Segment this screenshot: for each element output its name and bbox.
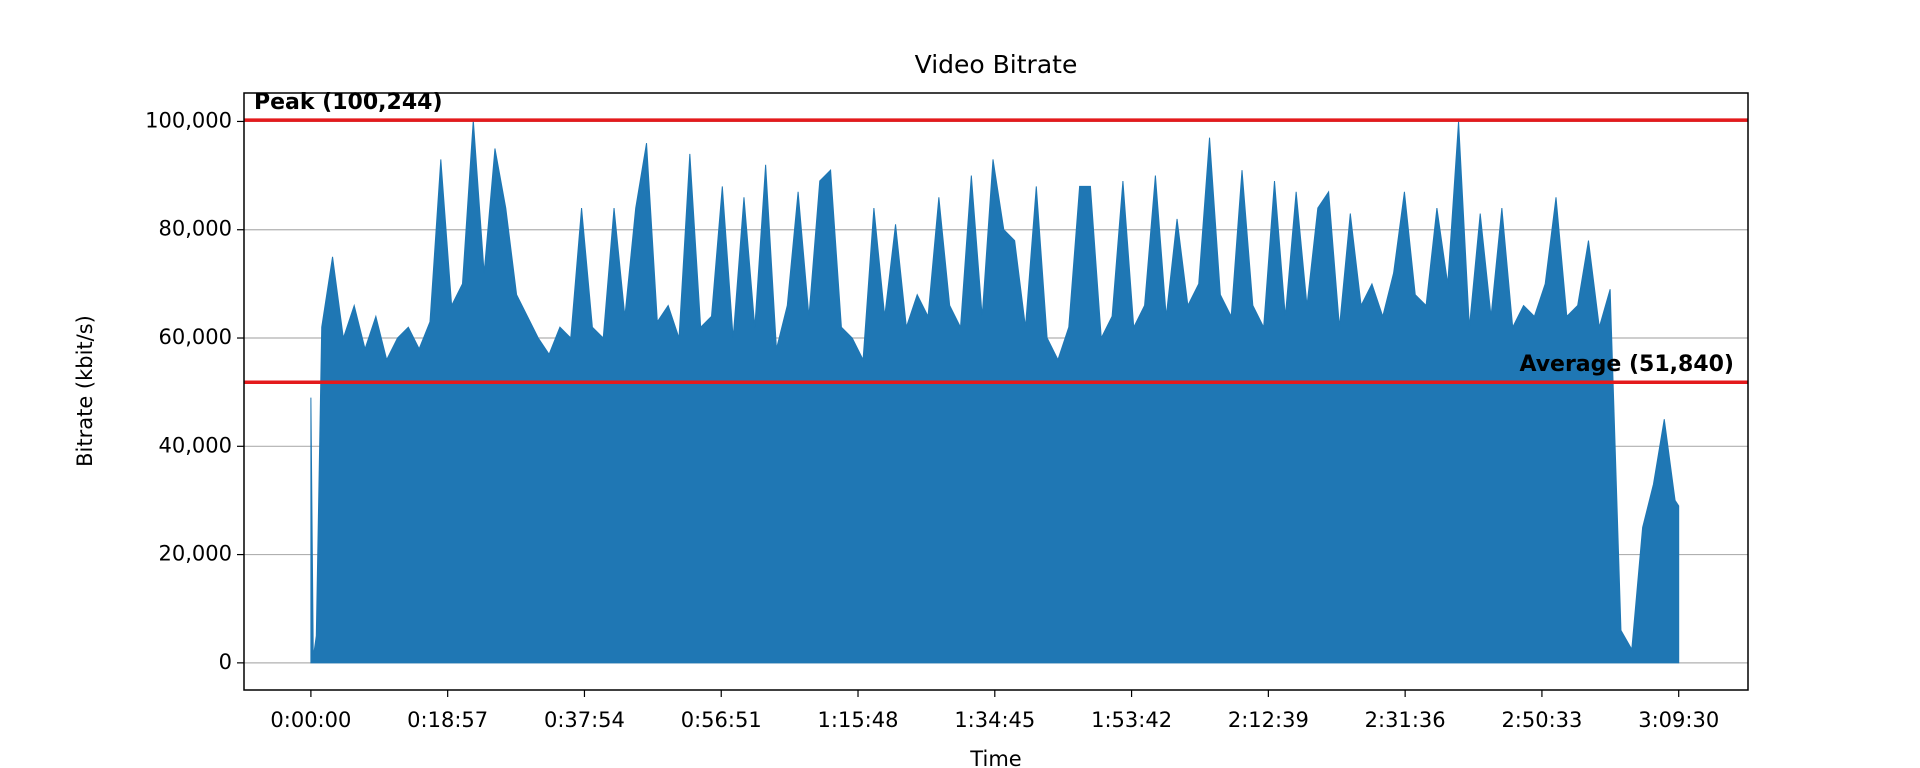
x-tick-label: 1:53:42 [1091,708,1172,732]
y-tick-label: 80,000 [159,217,232,241]
chart-title: Video Bitrate [915,50,1078,79]
y-tick-label: 60,000 [159,325,232,349]
x-tick-label: 2:31:36 [1365,708,1446,732]
x-tick-label: 2:50:33 [1501,708,1582,732]
reference-layer: Peak (100,244) Average (51,840) [244,90,1748,384]
x-tick-label: 3:09:30 [1638,708,1719,732]
y-tick-label: 20,000 [159,542,232,566]
y-tick-label: 0 [219,650,232,674]
reference-label: Peak (100,244) [254,90,443,115]
x-tick-label: 1:34:45 [954,708,1035,732]
y-tick-label: 100,000 [145,108,232,132]
y-axis-label: Bitrate (kbit/s) [73,315,97,467]
y-tick-label: 40,000 [159,433,232,457]
area [310,120,1680,664]
plot-area [310,120,1680,664]
x-tick-label: 0:37:54 [544,708,625,732]
reference-label: Average (51,840) [1519,352,1734,377]
x-tick-label: 0:18:57 [407,708,488,732]
axes-frame [243,92,1749,691]
x-tick-label: 1:15:48 [818,708,899,732]
x-tick-label: 0:00:00 [270,708,351,732]
x-axis-label: Time [969,747,1021,768]
x-tick-label: 2:12:39 [1228,708,1309,732]
x-tick-label: 0:56:51 [681,708,762,732]
